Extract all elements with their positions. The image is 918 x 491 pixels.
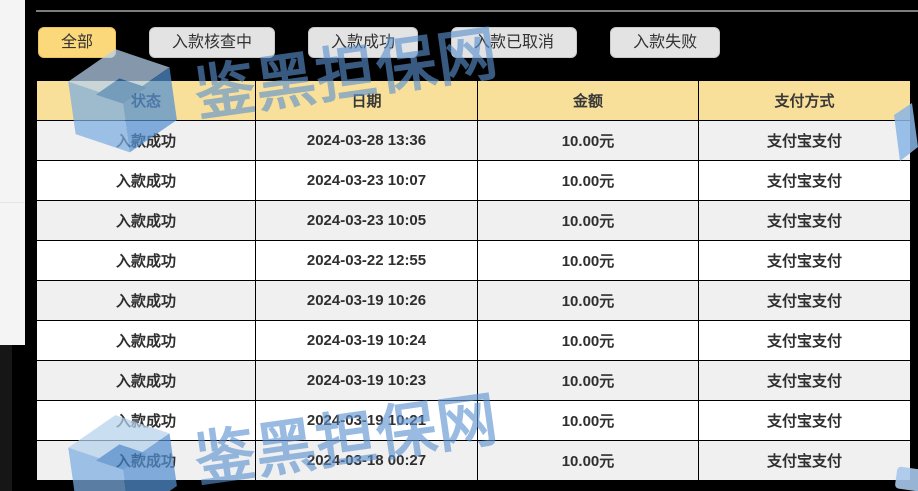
- date-cell: 2024-03-23 10:05: [255, 200, 478, 241]
- filter-tabs: 全部 入款核查中 入款成功 入款已取消 入款失败: [38, 27, 721, 58]
- date-cell: 2024-03-28 13:36: [255, 120, 478, 161]
- table-row: 入款成功 2024-03-23 10:05 10.00元 支付宝支付: [36, 200, 911, 241]
- payment-cell: 支付宝支付: [698, 240, 911, 281]
- table-row: 入款成功 2024-03-28 13:36 10.00元 支付宝支付: [36, 120, 911, 161]
- amount-cell: 10.00元: [477, 120, 699, 161]
- amount-cell: 10.00元: [477, 320, 699, 361]
- amount-column-header: 金额: [477, 80, 699, 121]
- table-row: 入款成功 2024-03-19 10:26 10.00元 支付宝支付: [36, 280, 911, 321]
- payment-cell: 支付宝支付: [698, 360, 911, 401]
- payment-cell: 支付宝支付: [698, 440, 911, 481]
- table-body: 入款成功 2024-03-28 13:36 10.00元 支付宝支付 入款成功 2024-…: [36, 120, 911, 481]
- status-cell: 入款成功: [36, 120, 256, 161]
- table-row: 入款成功 2024-03-23 10:07 10.00元 支付宝支付: [36, 160, 911, 201]
- status-cell: 入款成功: [36, 200, 256, 241]
- left-page-edge: [0, 0, 25, 345]
- filter-tab-2[interactable]: 入款成功: [308, 27, 419, 58]
- payment-cell: 支付宝支付: [698, 200, 911, 241]
- date-cell: 2024-03-19 10:21: [255, 400, 478, 441]
- status-cell: 入款成功: [36, 400, 256, 441]
- filter-tab-3[interactable]: 入款已取消: [451, 27, 578, 58]
- table-row: 入款成功 2024-03-22 12:55 10.00元 支付宝支付: [36, 240, 911, 281]
- amount-cell: 10.00元: [477, 440, 699, 481]
- payment-method-column-header: 支付方式: [698, 80, 911, 121]
- amount-cell: 10.00元: [477, 200, 699, 241]
- status-cell: 入款成功: [36, 360, 256, 401]
- table-header-row: 状态 日期 金额 支付方式: [36, 80, 911, 121]
- table-row: 入款成功 2024-03-19 10:23 10.00元 支付宝支付: [36, 360, 911, 401]
- filter-tab-4[interactable]: 入款失败: [610, 27, 721, 58]
- date-cell: 2024-03-18 00:27: [255, 440, 478, 481]
- status-column-header: 状态: [36, 80, 256, 121]
- payment-cell: 支付宝支付: [698, 280, 911, 321]
- table-row: 入款成功 2024-03-18 00:27 10.00元 支付宝支付: [36, 440, 911, 481]
- left-bottom-edge: [0, 345, 12, 491]
- date-cell: 2024-03-19 10:23: [255, 360, 478, 401]
- status-cell: 入款成功: [36, 280, 256, 321]
- status-cell: 入款成功: [36, 440, 256, 481]
- payment-cell: 支付宝支付: [698, 160, 911, 201]
- table-row: 入款成功 2024-03-19 10:24 10.00元 支付宝支付: [36, 320, 911, 361]
- date-column-header: 日期: [255, 80, 478, 121]
- date-cell: 2024-03-19 10:24: [255, 320, 478, 361]
- top-divider-line: [36, 10, 918, 12]
- table-row: 入款成功 2024-03-19 10:21 10.00元 支付宝支付: [36, 400, 911, 441]
- date-cell: 2024-03-19 10:26: [255, 280, 478, 321]
- status-cell: 入款成功: [36, 240, 256, 281]
- left-edge-divider: [0, 202, 25, 203]
- filter-tab-1[interactable]: 入款核查中: [149, 27, 276, 58]
- date-cell: 2024-03-23 10:07: [255, 160, 478, 201]
- deposit-records-table: 状态 日期 金额 支付方式 入款成功 2024-03-28 13:36 10.00元…: [36, 80, 911, 481]
- amount-cell: 10.00元: [477, 360, 699, 401]
- status-cell: 入款成功: [36, 160, 256, 201]
- status-cell: 入款成功: [36, 320, 256, 361]
- payment-cell: 支付宝支付: [698, 120, 911, 161]
- date-cell: 2024-03-22 12:55: [255, 240, 478, 281]
- payment-cell: 支付宝支付: [698, 400, 911, 441]
- amount-cell: 10.00元: [477, 400, 699, 441]
- filter-tab-0[interactable]: 全部: [38, 27, 117, 58]
- amount-cell: 10.00元: [477, 280, 699, 321]
- payment-cell: 支付宝支付: [698, 320, 911, 361]
- amount-cell: 10.00元: [477, 160, 699, 201]
- amount-cell: 10.00元: [477, 240, 699, 281]
